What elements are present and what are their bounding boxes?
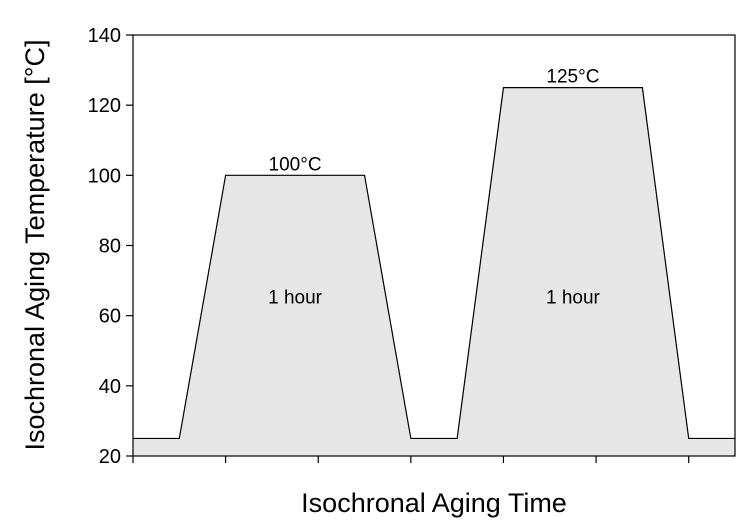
temperature-profile-area bbox=[133, 87, 735, 456]
y-tick-label: 40 bbox=[99, 376, 121, 398]
x-axis bbox=[132, 456, 690, 463]
temperature-annotation: 125°C bbox=[546, 67, 599, 88]
x-axis-title: Isochronal Aging Time bbox=[301, 488, 567, 518]
y-tick-label: 80 bbox=[99, 236, 121, 258]
duration-annotation: 1 hour bbox=[546, 288, 601, 309]
y-axis-title: Isochronal Aging Temperature [°C] bbox=[20, 39, 50, 450]
temperature-annotation: 100°C bbox=[269, 154, 322, 175]
y-tick-label: 120 bbox=[88, 95, 121, 117]
y-tick-label: 100 bbox=[88, 165, 121, 187]
y-tick-label: 60 bbox=[99, 306, 121, 328]
temperature-profile-line bbox=[133, 87, 735, 440]
y-tick-label: 20 bbox=[99, 446, 121, 468]
y-tick-label: 140 bbox=[88, 25, 121, 47]
y-axis: 20 40 60 80 100 120 140 bbox=[88, 25, 133, 468]
duration-annotation: 1 hour bbox=[268, 288, 323, 309]
